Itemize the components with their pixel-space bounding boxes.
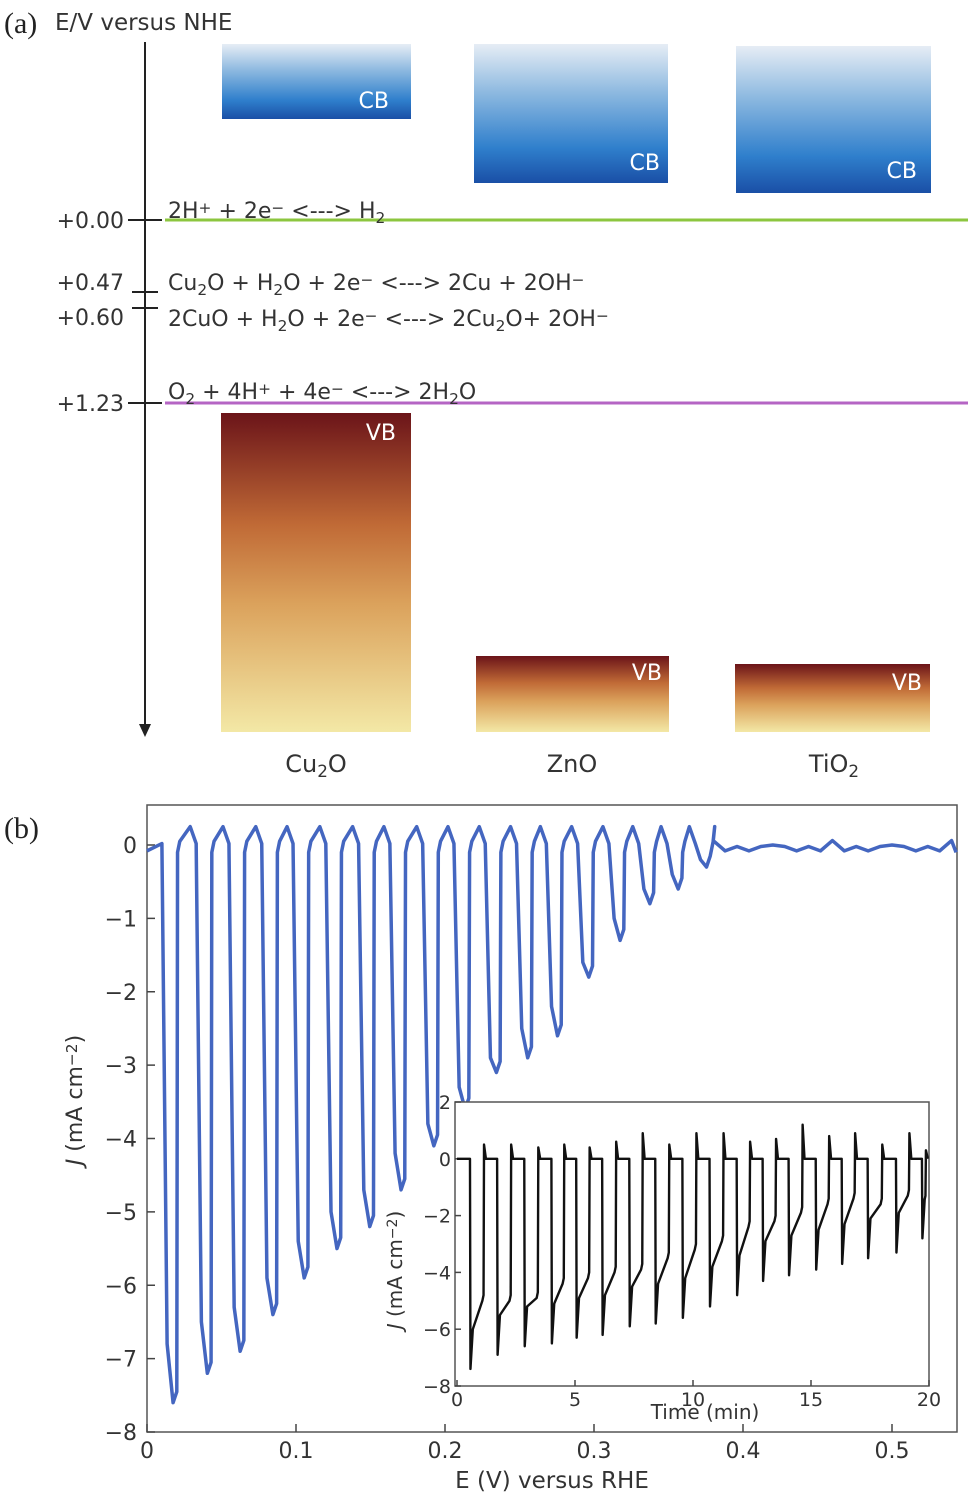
inset-x-tick-label: 20 bbox=[917, 1389, 941, 1411]
inset-frame bbox=[454, 1101, 930, 1387]
inset-y-tick-label: −2 bbox=[423, 1206, 451, 1228]
main-x-tick-label: 0 bbox=[140, 1439, 154, 1464]
tio2-vb-label: VB bbox=[892, 671, 922, 696]
tio2-cb-band bbox=[736, 46, 931, 193]
inset-y-tick-label: −6 bbox=[423, 1319, 451, 1341]
main-x-tick-label: 0.2 bbox=[428, 1439, 463, 1464]
panel-b-label: (b) bbox=[4, 812, 39, 845]
main-y-tick-label: −1 bbox=[105, 907, 137, 932]
main-x-tick-label: 0.4 bbox=[726, 1439, 761, 1464]
inset-y-tick-label: −8 bbox=[423, 1376, 451, 1398]
main-y-tick-label: 0 bbox=[123, 834, 137, 859]
cu2o-vb-label: VB bbox=[366, 421, 396, 446]
zno-cb-band bbox=[474, 44, 668, 183]
main-plot-ticks: 0 0.1 0.2 0.3 0.4 0.5 0 −1 −2 −3 −4 −5 −6 −7 −8 bbox=[105, 834, 910, 1464]
panel-a-label: (a) bbox=[4, 7, 37, 40]
main-x-axis-label: E (V) versus RHE bbox=[455, 1468, 649, 1494]
main-y-axis-label: J (mA cm−2) bbox=[63, 1035, 88, 1169]
inset-x-tick-label: 0 bbox=[451, 1389, 463, 1411]
level-value-047: +0.47 bbox=[57, 271, 124, 296]
inset-x-tick-label: 10 bbox=[681, 1389, 705, 1411]
main-y-tick-label: −8 bbox=[105, 1421, 137, 1446]
main-plot-frame bbox=[146, 804, 958, 1433]
material-label-zno: ZnO bbox=[547, 750, 598, 778]
inset-y-tick-label: −4 bbox=[423, 1262, 451, 1284]
main-series-line bbox=[146, 824, 958, 1405]
level-value-060: +0.60 bbox=[57, 306, 124, 331]
equation-cuo: 2CuO + H2O + 2e− <---> 2Cu2O+ 2OH− bbox=[168, 307, 609, 335]
panel-a: (a) E/V versus NHE +0.00 +0.47 +0.60 +1.… bbox=[4, 7, 968, 781]
energy-axis-title: E/V versus NHE bbox=[55, 10, 232, 36]
main-x-tick-label: 0.5 bbox=[875, 1439, 910, 1464]
material-label-cu2o: Cu2O bbox=[285, 750, 347, 781]
level-value-0: +0.00 bbox=[57, 209, 124, 234]
cu2o-vb-band bbox=[221, 413, 411, 732]
tio2-vb-band bbox=[735, 664, 930, 732]
inset-y-axis-label: J (mA cm−2) bbox=[383, 1211, 407, 1334]
energy-axis-arrow bbox=[139, 724, 151, 737]
panel-b: (b) 0 0.1 0.2 0.3 0.4 0.5 0 −1 −2 −3 −4 −5 −6 −7 −8 E … bbox=[4, 804, 958, 1494]
main-y-tick-label: −2 bbox=[105, 981, 137, 1006]
tio2-cb-label: CB bbox=[887, 159, 917, 184]
main-x-tick-label: 0.3 bbox=[577, 1439, 612, 1464]
main-y-tick-label: −3 bbox=[105, 1054, 137, 1079]
inset-background bbox=[455, 1102, 929, 1386]
main-y-tick-label: −4 bbox=[105, 1128, 137, 1153]
inset-x-axis-label: Time (min) bbox=[650, 1400, 760, 1424]
zno-cb-label: CB bbox=[630, 151, 660, 176]
inset-y-tick-label: 2 bbox=[439, 1092, 451, 1114]
material-label-tio2: TiO2 bbox=[808, 750, 859, 781]
zno-vb-band bbox=[476, 656, 669, 732]
inset-x-tick-label: 5 bbox=[569, 1389, 581, 1411]
level-value-123: +1.23 bbox=[57, 392, 124, 417]
equation-hydrogen: 2H+ + 2e− <---> H2 bbox=[168, 199, 385, 227]
equation-oxygen: O2 + 4H+ + 4e− <---> 2H2O bbox=[168, 380, 476, 408]
cu2o-cb-band bbox=[222, 44, 411, 119]
cu2o-cb-label: CB bbox=[359, 89, 389, 114]
inset-y-tick-label: 0 bbox=[439, 1149, 451, 1171]
inset-series-line bbox=[457, 1123, 929, 1371]
main-x-tick-label: 0.1 bbox=[279, 1439, 314, 1464]
zno-vb-label: VB bbox=[632, 661, 662, 686]
main-y-tick-label: −7 bbox=[105, 1348, 137, 1373]
main-y-tick-label: −6 bbox=[105, 1274, 137, 1299]
equation-cu2o: Cu2O + H2O + 2e− <---> 2Cu + 2OH− bbox=[168, 271, 585, 299]
inset-x-tick-label: 15 bbox=[799, 1389, 823, 1411]
main-y-tick-label: −5 bbox=[105, 1201, 137, 1226]
